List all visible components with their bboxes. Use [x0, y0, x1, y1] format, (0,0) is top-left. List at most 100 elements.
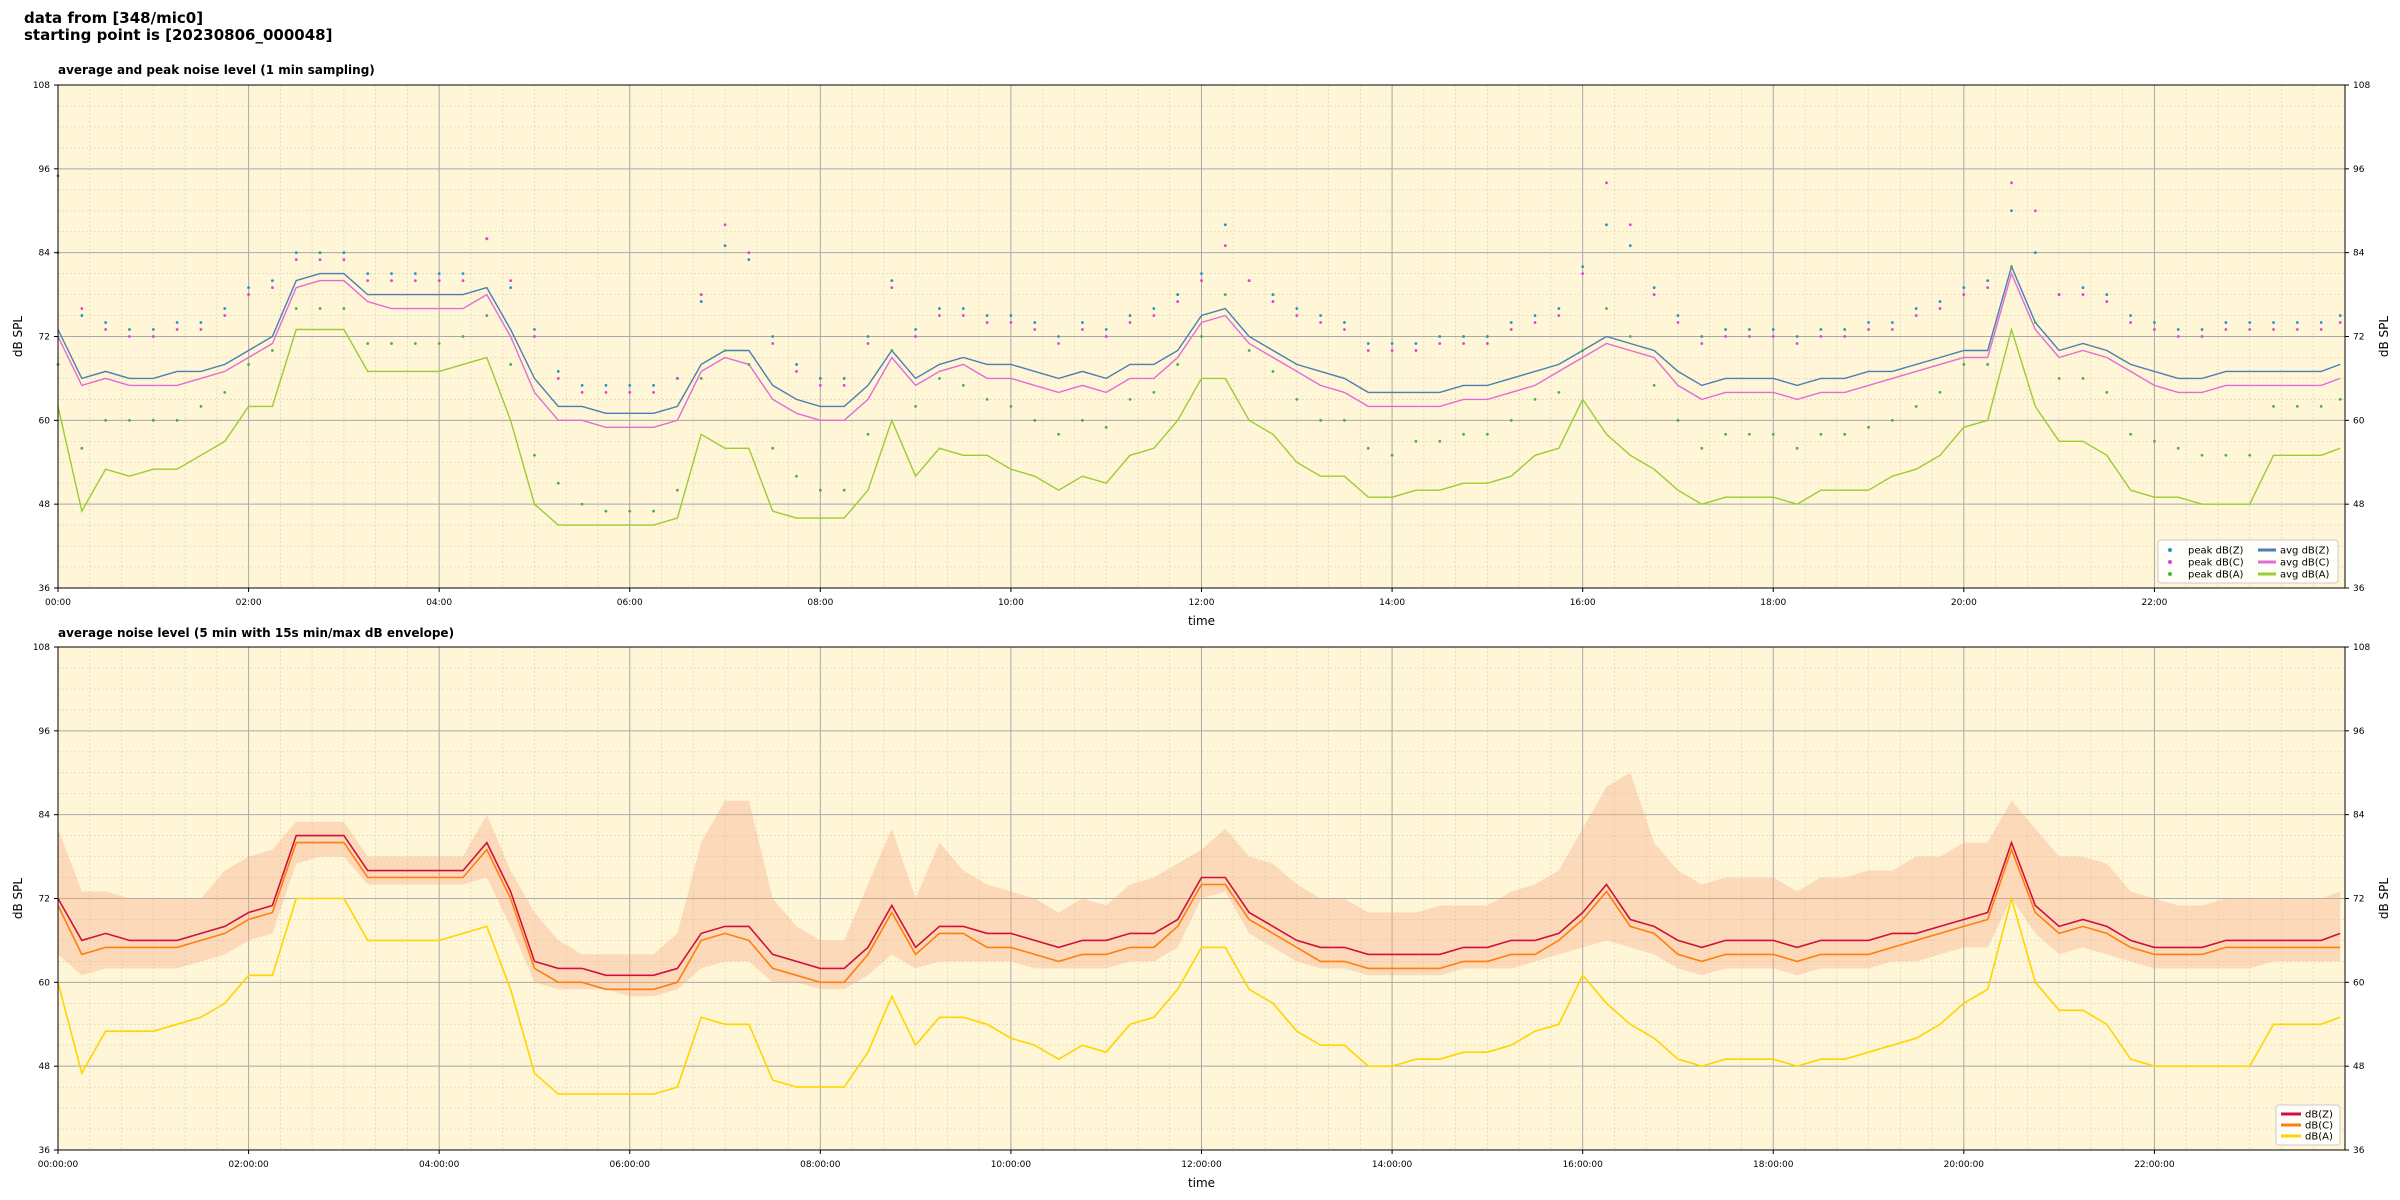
series-line-avg-db-c-: [57, 271, 2341, 428]
data-point: [437, 279, 441, 283]
data-point: [1843, 328, 1847, 331]
data-point: [1938, 390, 1942, 394]
data-point: [1748, 335, 1751, 338]
y-axis-label-right: dB SPL: [2377, 878, 2391, 920]
legend-label: avg dB(C): [2280, 558, 2330, 569]
data-point: [1771, 432, 1775, 436]
y-tick-label: 96: [39, 727, 51, 737]
y-tick-label: 60: [39, 416, 51, 426]
chart-panel-1: 36 36 48 48 60 60 72 72 84 84 96 96 108 108 00:00 02:00…: [11, 63, 2391, 628]
data-point: [1843, 335, 1847, 338]
data-point: [2200, 335, 2204, 338]
data-point: [128, 328, 131, 331]
data-point: [175, 418, 179, 422]
data-point: [1366, 349, 1370, 352]
data-point: [1676, 418, 1680, 422]
data-point: [2033, 209, 2037, 213]
data-point: [2081, 293, 2085, 296]
header-source-line: data from [348/mic0]: [24, 9, 204, 27]
data-point: [914, 335, 918, 338]
y-tick-label: 48: [39, 500, 51, 510]
data-point: [1128, 321, 1132, 324]
legend-label: dB(Z): [2305, 1110, 2333, 1121]
panel-title: average noise level (5 min with 15s min/…: [58, 626, 454, 640]
panel-title: average and peak noise level (1 min samp…: [58, 63, 375, 77]
data-point: [247, 293, 250, 296]
data-point: [2272, 321, 2275, 324]
data-point: [1080, 321, 1084, 324]
data-point: [580, 390, 584, 394]
data-point: [1533, 397, 1537, 401]
data-point: [890, 349, 894, 352]
data-point: [1581, 265, 1585, 269]
data-point: [1962, 293, 1966, 296]
data-point: [366, 272, 370, 276]
data-point: [1867, 425, 1870, 429]
data-point: [1438, 335, 1442, 338]
x-tick-label: 08:00:00: [800, 1160, 841, 1170]
data-point: [1414, 342, 1418, 345]
data-point: [1628, 244, 1632, 248]
data-point: [2319, 404, 2323, 408]
data-point: [342, 307, 346, 310]
data-point: [128, 418, 131, 422]
series-line-db-z-: [57, 834, 2341, 977]
series-line-avg-db-a-: [57, 326, 2341, 526]
data-point: [2129, 432, 2132, 436]
data-point: [2176, 335, 2180, 338]
data-point: [604, 384, 608, 387]
y-tick-label-right: 72: [2353, 333, 2364, 343]
data-point: [509, 286, 513, 289]
data-point: [1462, 432, 1465, 436]
data-point: [2033, 321, 2037, 324]
data-point: [1676, 321, 1680, 324]
data-point: [1033, 321, 1037, 324]
data-point: [80, 446, 84, 450]
y-tick-label: 48: [39, 1062, 51, 1072]
data-point: [1271, 370, 1275, 373]
data-point: [2272, 404, 2275, 408]
data-point: [2105, 293, 2109, 296]
y-tick-label-right: 36: [2353, 1146, 2365, 1156]
data-point: [2081, 286, 2085, 289]
data-point: [1009, 314, 1013, 317]
data-point: [699, 300, 703, 303]
data-point: [104, 321, 108, 324]
y-tick-label: 36: [39, 1146, 51, 1156]
data-point: [771, 335, 775, 338]
data-point: [2010, 181, 2013, 185]
data-point: [2200, 453, 2204, 457]
data-point: [818, 377, 822, 380]
data-point: [437, 272, 441, 276]
data-point: [1223, 293, 1227, 296]
data-point: [1247, 279, 1251, 283]
x-tick-label: 06:00: [617, 598, 643, 608]
data-point: [890, 279, 894, 283]
x-tick-label: 08:00: [807, 598, 833, 608]
data-point: [1295, 314, 1299, 317]
data-point: [2248, 321, 2252, 324]
data-point: [723, 244, 727, 248]
data-point: [1795, 342, 1799, 345]
x-tick-label: 12:00: [1189, 598, 1215, 608]
data-point: [1390, 453, 1394, 457]
data-point: [866, 342, 870, 345]
data-point: [80, 314, 84, 317]
data-point: [1271, 293, 1275, 296]
data-point: [413, 272, 417, 276]
data-point: [1223, 244, 1227, 248]
data-point: [1557, 390, 1561, 394]
data-point: [628, 384, 632, 387]
data-point: [2319, 328, 2323, 331]
x-tick-label: 22:00: [2141, 598, 2167, 608]
data-point: [1867, 328, 1870, 331]
data-point: [1676, 314, 1680, 317]
y-tick-label: 108: [33, 643, 50, 653]
data-point: [2057, 377, 2061, 380]
data-point: [1700, 342, 1704, 345]
data-point: [294, 258, 298, 262]
data-point: [223, 314, 227, 317]
data-point: [247, 286, 250, 289]
data-point: [533, 328, 536, 331]
data-point: [1009, 321, 1013, 324]
